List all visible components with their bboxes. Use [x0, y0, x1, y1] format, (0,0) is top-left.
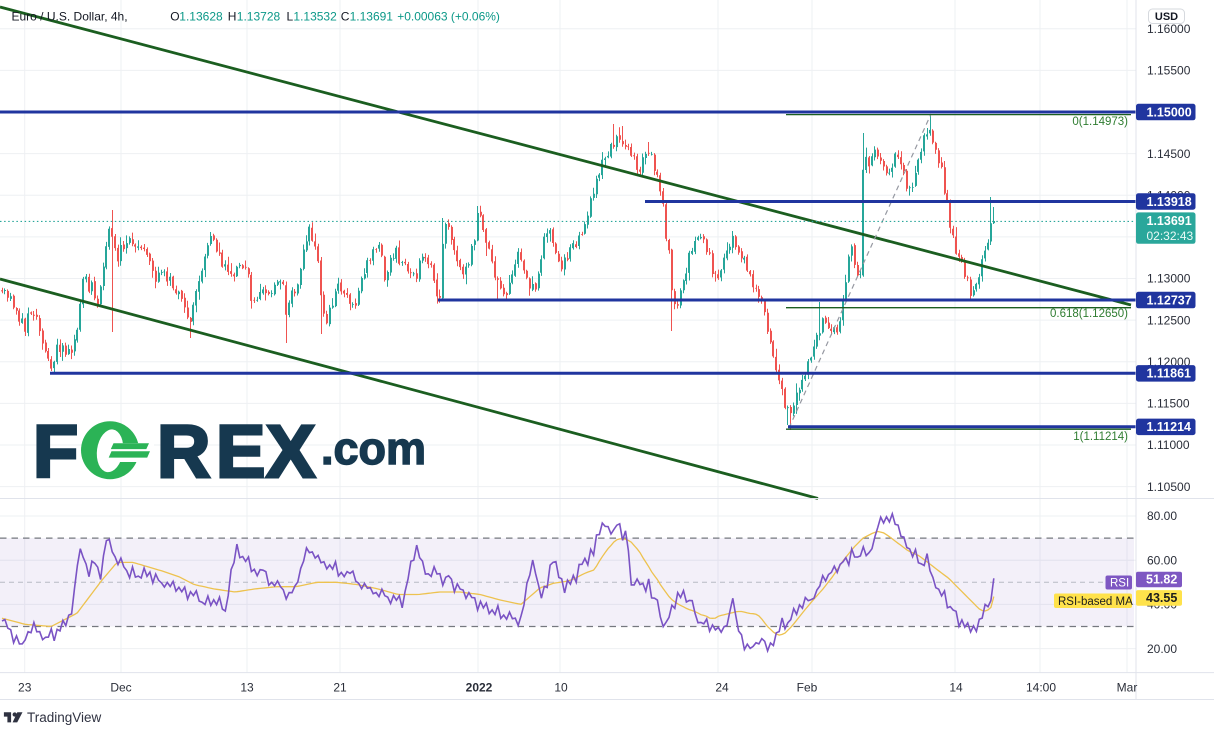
svg-text:1.11214: 1.11214: [1147, 420, 1192, 434]
svg-text:RSI: RSI: [1110, 578, 1129, 590]
svg-text:USD: USD: [1155, 11, 1178, 23]
svg-text:1.14500: 1.14500: [1147, 147, 1191, 161]
svg-text:02:32:43: 02:32:43: [1147, 229, 1194, 243]
svg-text:1.12737: 1.12737: [1147, 293, 1192, 307]
svg-text:1.13918: 1.13918: [1147, 195, 1192, 209]
svg-text:1.10500: 1.10500: [1147, 480, 1191, 494]
svg-text:H: H: [228, 10, 237, 24]
svg-text:1.11000: 1.11000: [1147, 438, 1190, 452]
svg-text:14:00: 14:00: [1026, 681, 1056, 695]
svg-text:60.00: 60.00: [1147, 553, 1177, 567]
svg-text:1.13728: 1.13728: [237, 10, 281, 24]
svg-text:TradingView: TradingView: [27, 710, 102, 725]
svg-text:Dec: Dec: [110, 681, 131, 695]
svg-text:24: 24: [715, 681, 729, 695]
svg-text:1.13691: 1.13691: [1147, 214, 1192, 228]
svg-text:2022: 2022: [466, 681, 493, 695]
svg-text:C: C: [341, 10, 350, 24]
svg-text:1.13691: 1.13691: [350, 10, 394, 24]
svg-text:L: L: [287, 10, 294, 24]
svg-text:21: 21: [333, 681, 347, 695]
svg-text:E: E: [216, 410, 265, 493]
svg-text:14: 14: [949, 681, 963, 695]
svg-text:O: O: [170, 10, 179, 24]
svg-text:F: F: [33, 410, 78, 493]
svg-text:1.15500: 1.15500: [1147, 64, 1191, 78]
svg-text:1.16000: 1.16000: [1147, 22, 1191, 36]
svg-text:1.13000: 1.13000: [1147, 272, 1191, 286]
svg-text:0(1.14973): 0(1.14973): [1072, 116, 1128, 128]
svg-text:Mar: Mar: [1117, 681, 1138, 695]
svg-text:23: 23: [18, 681, 32, 695]
svg-text:1.11500: 1.11500: [1147, 397, 1190, 411]
svg-text:R: R: [157, 410, 210, 493]
svg-text:X: X: [266, 410, 315, 493]
svg-text:+0.00063 (+0.06%): +0.00063 (+0.06%): [397, 10, 500, 24]
svg-text:80.00: 80.00: [1147, 509, 1177, 523]
svg-text:RSI-based MA: RSI-based MA: [1058, 596, 1133, 608]
svg-text:1.12500: 1.12500: [1147, 313, 1191, 327]
svg-text:51.82: 51.82: [1146, 573, 1177, 587]
svg-text:43.55: 43.55: [1146, 591, 1177, 605]
svg-text:0.618(1.12650): 0.618(1.12650): [1050, 308, 1128, 320]
svg-text:1.13532: 1.13532: [293, 10, 337, 24]
svg-text:1.15000: 1.15000: [1147, 105, 1192, 119]
svg-text:1.13628: 1.13628: [179, 10, 223, 24]
svg-text:1(1.11214): 1(1.11214): [1073, 431, 1128, 443]
svg-text:10: 10: [554, 681, 568, 695]
svg-text:.com: .com: [321, 423, 426, 474]
svg-text:Euro / U.S. Dollar, 4h,: Euro / U.S. Dollar, 4h,: [12, 10, 128, 24]
svg-text:Feb: Feb: [797, 681, 818, 695]
svg-text:13: 13: [240, 681, 254, 695]
svg-text:20.00: 20.00: [1147, 642, 1177, 656]
svg-text:1.11861: 1.11861: [1147, 367, 1192, 381]
